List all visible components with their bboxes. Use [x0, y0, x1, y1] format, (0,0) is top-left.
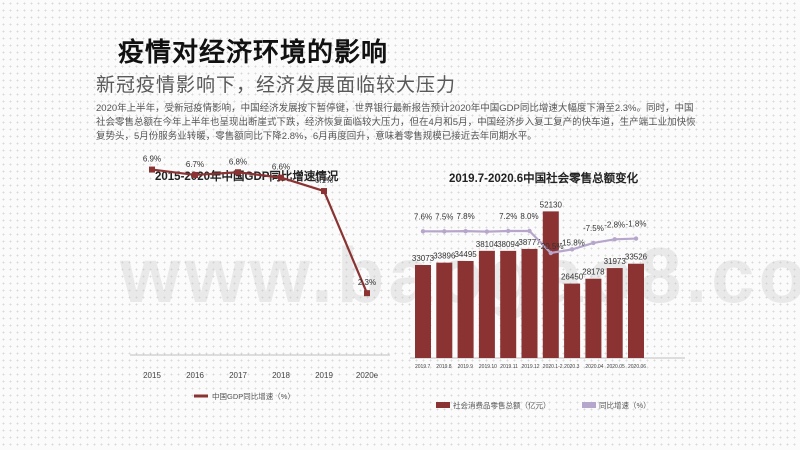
- retail-bar-label: 38094: [497, 240, 520, 249]
- retail-x-tick: 2019.7: [415, 364, 431, 370]
- gdp-data-label: 6.1%: [315, 176, 333, 185]
- retail-bar-label: 52130: [540, 200, 563, 209]
- retail-legend-swatch-line: [582, 402, 596, 408]
- gdp-point: [278, 174, 284, 181]
- gdp-x-tick: 2019: [315, 371, 333, 380]
- gdp-x-tick: 2017: [229, 371, 247, 380]
- gdp-point: [149, 166, 155, 173]
- retail-bar: [564, 283, 581, 358]
- retail-x-tick: 2020.3: [564, 364, 580, 370]
- retail-bar-label: 33896: [433, 252, 456, 261]
- gdp-data-label: 6.9%: [143, 155, 161, 164]
- gdp-data-label: 6.6%: [272, 163, 290, 172]
- growth-data-label: 7.2%: [499, 212, 517, 221]
- page-title: 疫情对经济环境的影响: [118, 37, 389, 67]
- gdp-data-label: 2.3%: [358, 278, 376, 287]
- retail-bar: [585, 278, 602, 358]
- gdp-x-tick: 2018: [272, 371, 290, 380]
- retail-bar: [478, 250, 495, 358]
- retail-bar: [457, 260, 474, 358]
- growth-point: [463, 228, 468, 234]
- growth-point: [633, 236, 639, 241]
- body-paragraph: 2020年上半年，受新冠疫情影响，中国经济发展按下暂停键，世界银行最新报告预计2…: [96, 103, 696, 142]
- page-subtitle: 新冠疫情影响下，经济发展面临较大压力: [96, 75, 457, 96]
- retail-bar-label: 26450: [561, 273, 584, 282]
- retail-bar-label: 33526: [625, 253, 648, 262]
- retail-bar-label: 31973: [604, 257, 627, 266]
- retail-x-tick: 2019.8: [436, 364, 452, 370]
- growth-point: [506, 228, 511, 234]
- gdp-data-label: 6.7%: [186, 160, 204, 169]
- growth-point: [420, 229, 426, 234]
- growth-point: [484, 229, 490, 234]
- growth-data-label: 8.0%: [520, 212, 538, 221]
- retail-bar: [542, 211, 559, 358]
- retail-bar: [521, 248, 538, 358]
- growth-point: [612, 237, 617, 242]
- retail-x-tick: 2019.10: [479, 364, 497, 370]
- retail-x-tick: 2020.05: [607, 364, 625, 370]
- growth-point: [569, 247, 575, 252]
- growth-point: [591, 240, 596, 246]
- retail-bar-label: 34495: [454, 250, 477, 259]
- growth-data-label: -7.5%: [583, 224, 604, 233]
- gdp-point: [321, 188, 327, 195]
- gdp-point: [192, 171, 198, 178]
- growth-data-label: -1.8%: [626, 220, 647, 229]
- retail-legend-label-bar: 社会消费品零售总额（亿元）: [453, 400, 551, 410]
- growth-data-label: -15.8%: [559, 238, 584, 247]
- retail-x-tick: 2019.11: [500, 364, 518, 370]
- retail-bar: [606, 268, 623, 358]
- growth-data-label: -2.8%: [604, 220, 625, 229]
- growth-point: [442, 229, 447, 234]
- growth-point: [548, 250, 553, 256]
- gdp-x-tick: 2015: [143, 371, 161, 380]
- gdp-data-label: 6.8%: [229, 157, 247, 166]
- retail-legend-label-line: 同比增速（%）: [599, 400, 651, 410]
- retail-bar-label: 33073: [412, 254, 435, 263]
- retail-bar-label: 28178: [582, 268, 605, 277]
- retail-x-tick: 2020.06: [628, 364, 646, 370]
- retail-bar-label: 38777: [518, 238, 541, 247]
- retail-bar: [500, 250, 517, 358]
- growth-data-label: 7.8%: [456, 212, 474, 221]
- gdp-point: [235, 169, 241, 176]
- gdp-legend-label: 中国GDP同比增速（%）: [212, 391, 295, 401]
- growth-data-label: -20.5%: [538, 242, 563, 251]
- retail-bar: [436, 262, 453, 358]
- growth-data-label: 7.6%: [414, 212, 432, 221]
- retail-legend-swatch-bar: [436, 402, 450, 408]
- gdp-point: [364, 290, 370, 297]
- retail-x-tick: 2020.1-2: [543, 364, 563, 370]
- retail-bar: [415, 264, 431, 358]
- gdp-x-tick: 2016: [186, 371, 204, 380]
- retail-bar: [628, 263, 644, 358]
- retail-bar-label: 38104: [476, 240, 499, 249]
- growth-point: [527, 228, 532, 234]
- retail-x-tick: 2019.12: [522, 364, 540, 370]
- growth-data-label: 7.5%: [435, 212, 453, 221]
- retail-x-tick: 2019.9: [458, 364, 474, 370]
- retail-x-tick: 2020.04: [585, 364, 603, 370]
- gdp-series-line: [151, 168, 369, 294]
- retail-chart-title: 2019.7-2020.6中国社会零售总额变化: [449, 173, 639, 185]
- gdp-x-tick: 2020e: [356, 371, 379, 380]
